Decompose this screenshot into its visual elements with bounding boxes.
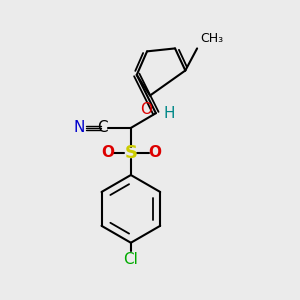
Text: S: S — [124, 144, 137, 162]
Text: H: H — [163, 106, 175, 121]
Text: O: O — [140, 102, 152, 117]
Text: O: O — [148, 146, 161, 160]
Text: C: C — [97, 120, 107, 135]
Text: O: O — [101, 146, 114, 160]
Text: CH₃: CH₃ — [200, 32, 223, 46]
Text: N: N — [74, 120, 85, 135]
Text: Cl: Cl — [123, 252, 138, 267]
